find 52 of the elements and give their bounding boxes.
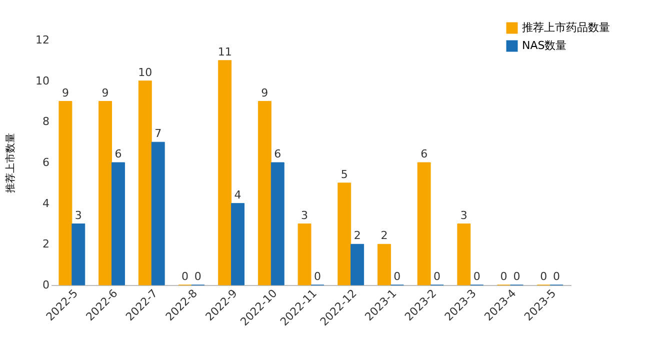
bar [112,162,125,286]
bar [231,203,245,286]
y-axis-title: 推荐上市数量 [4,133,17,193]
data-label: 0 [513,270,520,283]
y-tick-label: 2 [42,238,50,251]
data-label: 9 [261,86,268,100]
y-tick-label: 0 [42,278,50,292]
data-label: 10 [138,66,152,79]
bar [218,60,232,286]
bar [417,162,431,286]
data-label: 0 [394,270,401,283]
bar [298,224,312,286]
data-label: 0 [553,270,560,283]
data-label: 6 [420,148,428,160]
legend-label: NAS数量 [522,39,567,52]
data-label: 11 [218,45,232,58]
data-label: 0 [500,270,508,283]
data-label: 0 [540,270,548,283]
data-label: 0 [434,270,441,283]
bar [72,224,86,286]
bar [138,80,152,286]
data-label: 5 [340,168,348,181]
data-label: 0 [181,270,188,283]
data-label: 7 [154,127,162,140]
y-tick-label: 12 [36,34,50,46]
data-label: 6 [274,148,282,160]
data-label: 2 [354,229,361,242]
bar [338,182,352,286]
bar [457,224,471,286]
bar [350,244,364,286]
data-label: 3 [460,208,468,222]
bar [98,101,112,286]
data-label: 0 [314,270,321,283]
data-label: 0 [473,270,480,283]
data-label: 9 [62,86,69,100]
data-label: 6 [114,148,122,160]
y-tick-label: 6 [42,156,50,169]
y-tick-label: 4 [42,196,50,210]
data-label: 3 [74,208,82,222]
data-label: 3 [301,208,308,222]
bar [151,142,165,286]
data-label: 0 [194,270,202,283]
data-label: 9 [102,86,109,100]
y-tick-label: 8 [42,115,50,128]
legend-label: 推荐上市药品数量 [522,21,610,34]
bar [58,101,72,286]
bar [377,244,391,286]
bar [270,162,284,286]
bar [258,101,272,286]
y-tick-label: 10 [36,74,50,88]
data-label: 2 [380,229,388,242]
data-label: 4 [234,188,242,202]
